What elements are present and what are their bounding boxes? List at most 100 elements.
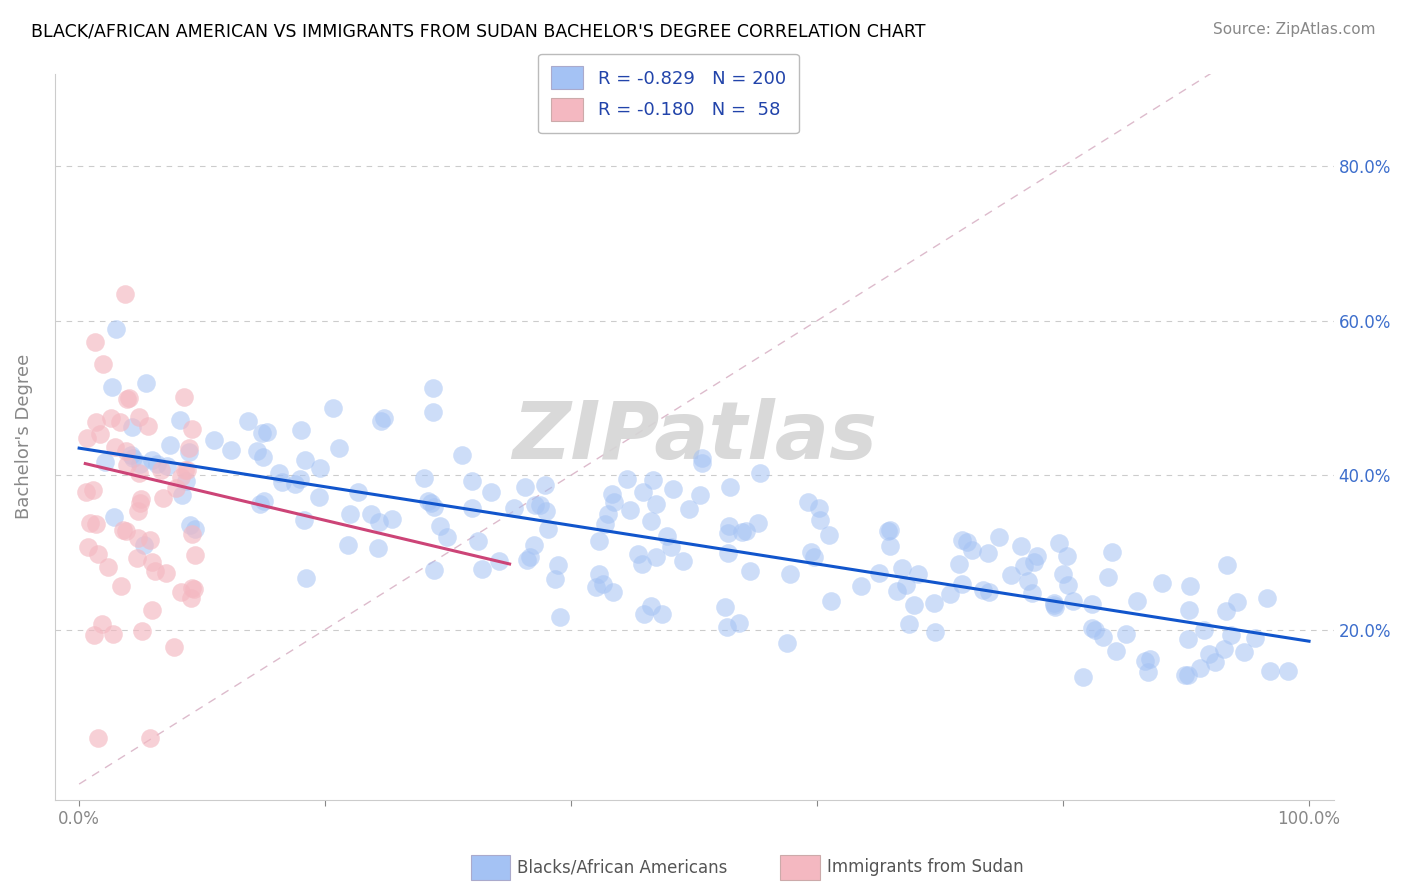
Point: [156, 459, 179, 474]
Point: [631, 557, 654, 571]
Point: [337, 538, 360, 552]
Point: [602, 486, 624, 500]
Point: [97, 559, 120, 574]
Point: [849, 579, 872, 593]
Point: [249, 497, 271, 511]
Point: [1043, 596, 1066, 610]
Point: [662, 482, 685, 496]
Point: [593, 517, 616, 532]
Point: [139, 731, 162, 745]
Point: [128, 410, 150, 425]
Point: [129, 457, 152, 471]
Text: BLACK/AFRICAN AMERICAN VS IMMIGRANTS FROM SUDAN BACHELOR'S DEGREE CORRELATION CH: BLACK/AFRICAN AMERICAN VS IMMIGRANTS FRO…: [31, 22, 925, 40]
Point: [1080, 621, 1102, 635]
Point: [322, 401, 344, 416]
Point: [172, 488, 194, 502]
Point: [252, 450, 274, 464]
Point: [1024, 555, 1046, 569]
Point: [104, 441, 127, 455]
Point: [877, 524, 900, 539]
Point: [948, 557, 970, 571]
Point: [1105, 644, 1128, 658]
Point: [436, 530, 458, 544]
Point: [308, 491, 330, 505]
Point: [129, 491, 152, 506]
Point: [603, 494, 626, 508]
Point: [328, 441, 350, 455]
Point: [1260, 664, 1282, 678]
Point: [169, 413, 191, 427]
Point: [422, 381, 444, 395]
Point: [250, 426, 273, 441]
Point: [170, 585, 193, 599]
Point: [127, 531, 149, 545]
Point: [529, 498, 551, 512]
Point: [907, 567, 929, 582]
Point: [728, 615, 751, 630]
Point: [672, 554, 695, 568]
Point: [800, 544, 823, 558]
Point: [544, 572, 567, 586]
Point: [645, 549, 668, 564]
Point: [1026, 549, 1049, 564]
Point: [461, 501, 484, 516]
Point: [717, 526, 740, 541]
Point: [90, 616, 112, 631]
Point: [1198, 647, 1220, 661]
Point: [115, 524, 138, 538]
Point: [83, 627, 105, 641]
Point: [640, 599, 662, 613]
Point: [84, 415, 107, 429]
Y-axis label: Bachelor's Degree: Bachelor's Degree: [15, 354, 32, 519]
Point: [1043, 599, 1066, 614]
Point: [115, 444, 138, 458]
Point: [1115, 626, 1137, 640]
Point: [135, 376, 157, 391]
Point: [596, 508, 619, 522]
Point: [616, 472, 638, 486]
Point: [897, 617, 920, 632]
Point: [423, 563, 446, 577]
Point: [714, 599, 737, 614]
Point: [533, 477, 555, 491]
Point: [524, 498, 547, 512]
Point: [246, 444, 269, 458]
Point: [87, 731, 110, 745]
Point: [416, 494, 439, 508]
Point: [868, 566, 890, 581]
Point: [143, 564, 166, 578]
Point: [451, 448, 474, 462]
Point: [735, 524, 758, 539]
Point: [1177, 632, 1199, 646]
Point: [631, 485, 654, 500]
Point: [1226, 595, 1249, 609]
Point: [924, 624, 946, 639]
Point: [159, 438, 181, 452]
Point: [1062, 594, 1084, 608]
Point: [988, 530, 1011, 544]
Point: [731, 524, 754, 539]
Point: [894, 578, 917, 592]
Point: [678, 502, 700, 516]
Point: [903, 598, 925, 612]
Point: [87, 547, 110, 561]
Point: [776, 635, 799, 649]
Point: [690, 456, 713, 470]
Point: [141, 603, 163, 617]
Point: [588, 567, 610, 582]
Point: [290, 472, 312, 486]
Point: [1152, 576, 1174, 591]
Point: [548, 610, 571, 624]
Point: [179, 518, 201, 533]
Point: [488, 554, 510, 568]
Point: [817, 528, 839, 542]
Point: [180, 422, 202, 436]
Point: [716, 620, 738, 634]
Text: Blacks/African Americans: Blacks/African Americans: [517, 858, 728, 876]
Point: [103, 626, 125, 640]
Point: [76, 541, 98, 555]
Point: [110, 579, 132, 593]
Point: [1137, 665, 1160, 679]
Point: [1244, 631, 1267, 645]
Point: [132, 538, 155, 552]
